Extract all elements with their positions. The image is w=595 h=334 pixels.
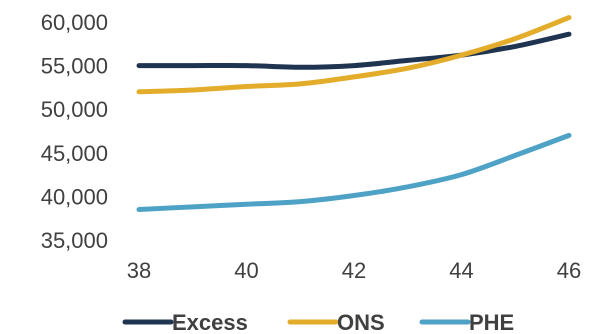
x-tick-label: 40 — [234, 258, 258, 283]
legend-label-phe: PHE — [469, 310, 514, 334]
legend: Excess ONS PHE — [122, 310, 514, 334]
y-tick-label: 60,000 — [41, 10, 108, 35]
y-tick-label: 50,000 — [41, 97, 108, 122]
x-axis-tick-labels: 38 40 42 44 46 — [127, 258, 581, 283]
series-line-ons — [136, 15, 572, 95]
legend-label-excess: Excess — [172, 310, 248, 334]
y-tick-label: 40,000 — [41, 184, 108, 209]
x-tick-label: 38 — [127, 258, 151, 283]
x-tick-label: 44 — [449, 258, 473, 283]
x-tick-label: 42 — [342, 258, 366, 283]
y-tick-label: 45,000 — [41, 141, 108, 166]
x-tick-label: 46 — [557, 258, 581, 283]
y-tick-label: 35,000 — [41, 228, 108, 253]
series-line-phe — [136, 132, 572, 212]
y-tick-label: 55,000 — [41, 54, 108, 79]
y-axis-tick-labels: 35,000 40,000 45,000 50,000 55,000 60,000 — [41, 10, 108, 253]
plot-series — [136, 15, 572, 212]
legend-label-ons: ONS — [337, 310, 385, 334]
series-line-excess — [136, 31, 572, 70]
